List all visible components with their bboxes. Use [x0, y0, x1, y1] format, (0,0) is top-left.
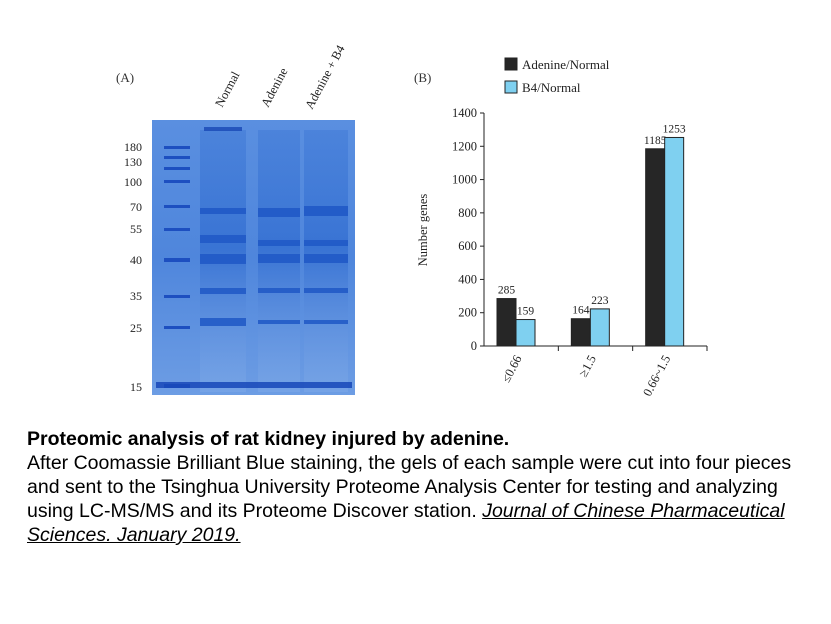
legend-swatch	[504, 80, 518, 94]
x-tick-label: 0.66~1.5	[640, 353, 673, 399]
marker-100: 100	[124, 175, 142, 189]
legend-swatch	[504, 57, 518, 71]
bar-chart: Adenine/Normal B4/Normal Number genes 0 20…	[416, 57, 708, 399]
legend-label: Adenine/Normal	[522, 57, 610, 72]
lane-label-normal: Normal	[212, 69, 243, 110]
marker-40: 40	[130, 253, 142, 267]
lane-bands	[156, 127, 352, 388]
x-tick-label: ≤0.66	[499, 353, 525, 385]
y-tick-label: 800	[458, 206, 477, 220]
bar-b4-normal	[664, 136, 685, 347]
x-tick-label: ≥1.5	[576, 353, 599, 379]
bar-b4-normal	[515, 319, 536, 347]
y-tick-label: 200	[458, 306, 477, 320]
citation-link[interactable]: Journal of Chinese Pharmaceutical Scienc…	[27, 500, 785, 546]
bar-adenine-normal	[496, 298, 517, 347]
gel-image: Normal Adenine Adenine + B4	[124, 42, 355, 395]
figure-caption: Proteomic analysis of rat kidney injured…	[27, 427, 807, 547]
marker-25: 25	[130, 321, 142, 335]
y-axis-ticks: 0 200 400 600 800 1000 1200 1400	[452, 106, 484, 353]
ladder-marker-labels: 180 130 100 70 55 40 35 25 15	[124, 140, 142, 394]
caption-body: After Coomassie Brilliant Blue staining,…	[27, 452, 792, 522]
bar-value-label: 159	[517, 306, 535, 318]
marker-55: 55	[130, 222, 142, 236]
panel-b-label: (B)	[414, 70, 432, 85]
bar-value-label: 223	[591, 295, 609, 307]
chart-legend: Adenine/Normal B4/Normal	[504, 57, 610, 95]
y-tick-label: 1000	[452, 173, 477, 187]
marker-180: 180	[124, 140, 142, 154]
bar-adenine-normal	[645, 148, 666, 347]
lane-label-adenine: Adenine	[258, 65, 290, 109]
gel-lane-labels: Normal Adenine Adenine + B4	[212, 42, 348, 111]
lane-label-adenine-b4: Adenine + B4	[302, 42, 348, 111]
y-tick-label: 1200	[452, 139, 477, 153]
marker-35: 35	[130, 289, 142, 303]
panel-a-label: (A)	[116, 70, 135, 85]
bar-value-label: 164	[572, 305, 590, 317]
marker-15: 15	[130, 380, 142, 394]
marker-130: 130	[124, 155, 142, 169]
caption-title: Proteomic analysis of rat kidney injured…	[27, 428, 510, 450]
y-tick-label: 400	[458, 272, 477, 286]
bar-b4-normal	[589, 308, 610, 347]
y-axis-label: Number genes	[416, 194, 430, 267]
legend-label: B4/Normal	[522, 80, 581, 95]
y-tick-label: 0	[471, 339, 477, 353]
bar-value-label: 1253	[663, 123, 686, 135]
bar-adenine-normal	[570, 318, 591, 347]
marker-70: 70	[130, 200, 142, 214]
x-axis-ticks: ≤0.66 ≥1.5 0.66~1.5	[499, 346, 708, 399]
bar-value-label: 1185	[644, 135, 667, 147]
bar-value-label: 285	[498, 285, 516, 297]
y-tick-label: 600	[458, 239, 477, 253]
y-tick-label: 1400	[452, 106, 477, 120]
